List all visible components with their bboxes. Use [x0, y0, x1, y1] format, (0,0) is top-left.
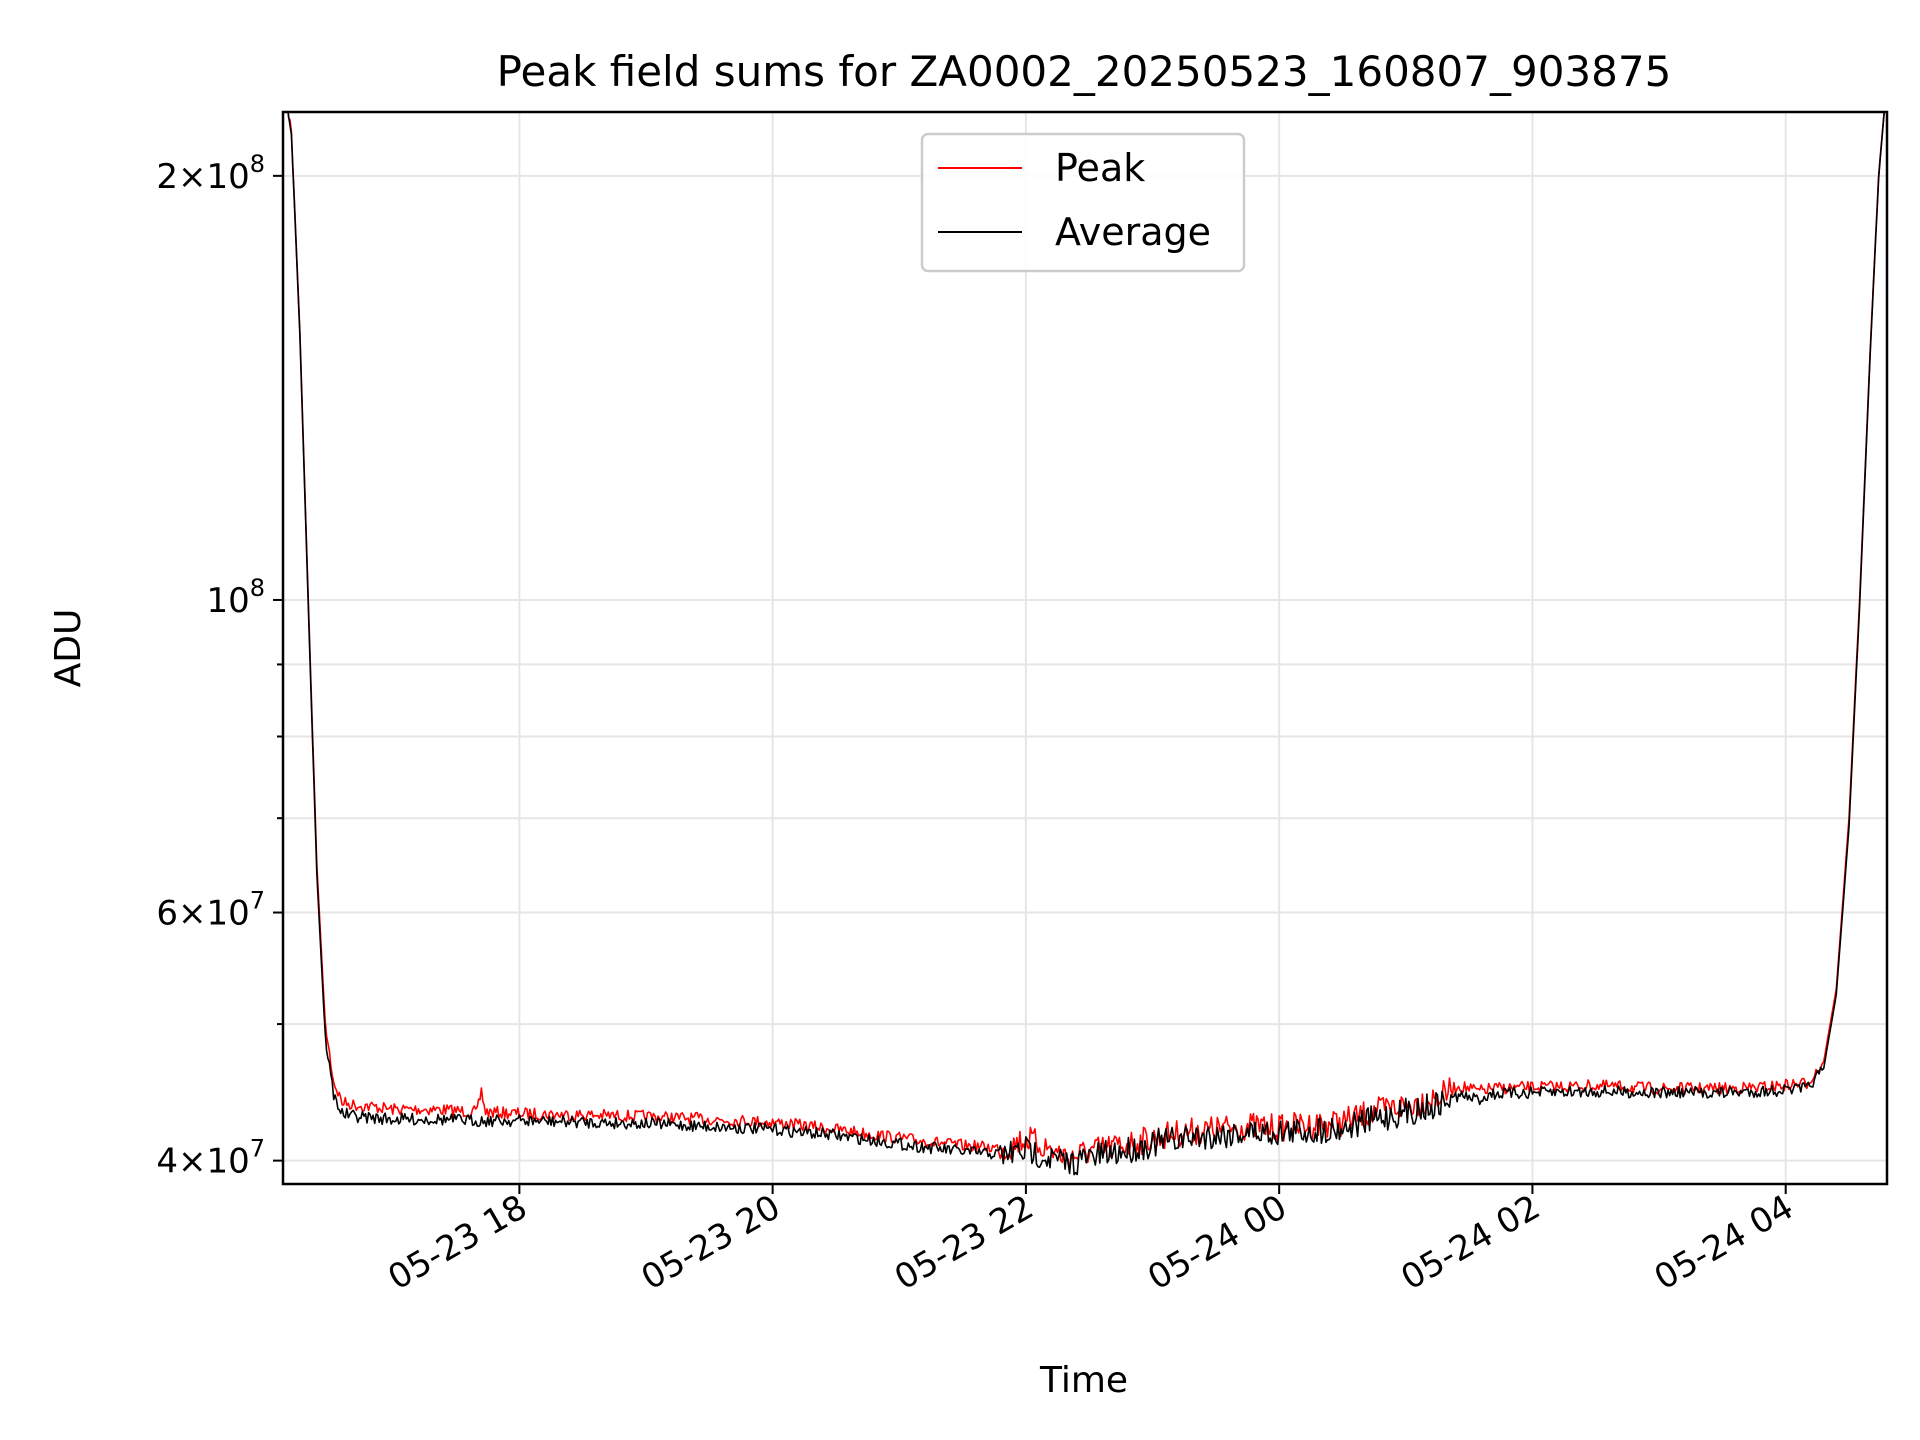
data-point-average [1342, 1127, 1343, 1128]
data-point-peak [1310, 1124, 1311, 1125]
data-point-peak [434, 1109, 435, 1110]
data-point-peak [1479, 1091, 1480, 1092]
data-point-peak [333, 1081, 334, 1082]
data-point-average [392, 1119, 393, 1120]
grid [283, 112, 1887, 1184]
data-point-peak [1595, 1085, 1596, 1086]
data-point-average [291, 134, 292, 135]
data-point-average [1764, 1091, 1765, 1092]
data-point-peak [342, 1102, 343, 1103]
data-point-peak [1532, 1087, 1533, 1088]
data-point-average [1004, 1154, 1005, 1155]
legend-label-average: Average [1055, 210, 1211, 254]
data-point-average [1823, 1068, 1824, 1069]
data-point-average [299, 335, 300, 336]
y-tick-label: 4×107 [156, 1135, 265, 1182]
data-point-average [1120, 1151, 1121, 1152]
x-axis-label: Time [1039, 1360, 1128, 1401]
data-point-average [1089, 1157, 1090, 1158]
data-point-peak [481, 1091, 482, 1092]
data-point-average [899, 1144, 900, 1145]
data-point-peak [1120, 1145, 1121, 1146]
legend-label-peak: Peak [1055, 146, 1145, 190]
data-point-peak [835, 1129, 836, 1130]
series-line-peak [287, 112, 1885, 1171]
data-point-average [325, 1036, 326, 1037]
data-point-average [434, 1119, 435, 1120]
data-point-average [1405, 1112, 1406, 1113]
data-point-average [1659, 1092, 1660, 1093]
data-point-average [1458, 1095, 1459, 1096]
data-point-average [1479, 1099, 1480, 1100]
data-point-average [962, 1151, 963, 1152]
data-point-average [1437, 1105, 1438, 1106]
data-point-average [1859, 606, 1860, 607]
data-point-peak [646, 1116, 647, 1117]
data-point-peak [477, 1112, 478, 1113]
data-point-peak [371, 1106, 372, 1107]
data-point-peak [582, 1114, 583, 1115]
y-tick-label: 2×108 [156, 150, 265, 197]
data-point-peak [1342, 1122, 1343, 1123]
legend: Peak Average [920, 132, 1246, 273]
data-point-peak [354, 1105, 355, 1106]
data-point-peak [485, 1112, 486, 1113]
data-point-peak [709, 1119, 710, 1120]
data-point-peak [519, 1113, 520, 1114]
data-point-average [371, 1117, 372, 1118]
data-point-peak [1215, 1129, 1216, 1130]
series-layer [287, 112, 1886, 1176]
plot-frame [281, 110, 1889, 1186]
data-point-peak [1659, 1088, 1660, 1089]
data-point-average [1532, 1092, 1533, 1093]
data-point-peak [962, 1145, 963, 1146]
data-point-peak [1458, 1085, 1459, 1086]
series-line-average [287, 112, 1886, 1176]
data-point-average [1068, 1163, 1069, 1164]
data-point-average [1152, 1144, 1153, 1145]
data-point-average [1722, 1092, 1723, 1093]
data-point-average [342, 1113, 343, 1114]
data-point-average [1595, 1091, 1596, 1092]
data-point-average [308, 606, 309, 607]
data-point-average [1490, 1094, 1491, 1095]
data-point-average [354, 1116, 355, 1117]
data-point-average [1374, 1119, 1375, 1120]
data-point-peak [392, 1109, 393, 1110]
data-point-peak [772, 1122, 773, 1123]
data-point-average [1025, 1149, 1026, 1150]
y-tick-label: 6×107 [156, 887, 265, 934]
data-point-average [1878, 178, 1879, 179]
y-tick-label: 108 [206, 574, 265, 621]
data-point-average [519, 1120, 520, 1121]
y-axis-label: ADU [48, 609, 89, 688]
data-point-peak [1247, 1126, 1248, 1127]
data-point-average [1849, 827, 1850, 828]
data-point-average [1836, 994, 1837, 995]
data-point-average [835, 1135, 836, 1136]
data-point-average [582, 1122, 583, 1123]
data-point-average [1870, 355, 1871, 356]
data-point-average [709, 1126, 710, 1127]
data-point-average [1806, 1088, 1807, 1089]
data-point-average [1279, 1132, 1280, 1133]
data-point-average [772, 1129, 773, 1130]
data-point-average [646, 1123, 647, 1124]
data-point-average [333, 1095, 334, 1096]
data-point-average [1247, 1132, 1248, 1133]
chart-title: Peak field sums for ZA0002_20250523_1608… [497, 47, 1672, 96]
data-point-average [1184, 1138, 1185, 1139]
data-point-average [1310, 1130, 1311, 1131]
data-point-average [477, 1120, 478, 1121]
data-point-average [316, 873, 317, 874]
data-point-peak [1764, 1087, 1765, 1088]
data-point-average [1215, 1135, 1216, 1136]
data-point-peak [1490, 1088, 1491, 1089]
